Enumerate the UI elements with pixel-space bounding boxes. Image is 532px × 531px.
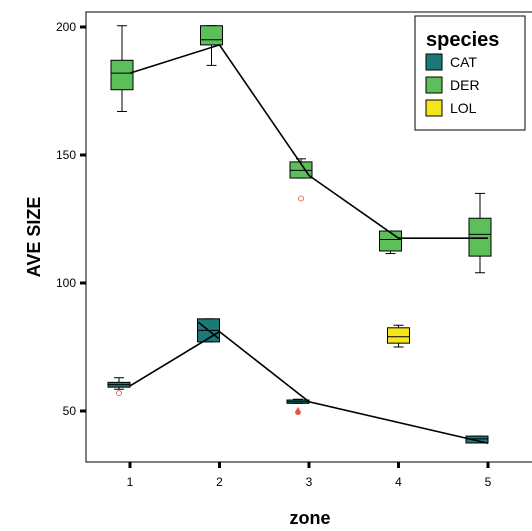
y-axis-title: AVE SIZE bbox=[24, 197, 44, 278]
outlier-marker bbox=[116, 390, 122, 396]
box-der bbox=[200, 25, 223, 46]
legend-label-der: DER bbox=[450, 77, 480, 93]
outlier-marker bbox=[295, 407, 301, 415]
mean-line-der bbox=[129, 43, 488, 239]
outliers-layer bbox=[116, 195, 304, 415]
x-tick-label: 4 bbox=[395, 475, 402, 489]
y-tick-label: 200 bbox=[56, 20, 76, 34]
box-der bbox=[379, 230, 402, 252]
y-tick-label: 100 bbox=[56, 276, 76, 290]
legend: species CAT DER LOL bbox=[414, 15, 526, 131]
mean-line-cat bbox=[129, 330, 489, 445]
axes-layer: 50 100 150 200 1 2 3 4 5 bbox=[56, 20, 492, 489]
mean-cross-marker bbox=[198, 321, 219, 339]
legend-swatch-lol bbox=[425, 99, 443, 117]
outlier-marker bbox=[298, 195, 304, 202]
legend-label-lol: LOL bbox=[450, 100, 477, 116]
legend-title: species bbox=[426, 29, 499, 51]
box-lol bbox=[387, 327, 410, 344]
box-der bbox=[110, 59, 134, 91]
box-der bbox=[468, 217, 492, 257]
x-tick-label: 5 bbox=[485, 475, 492, 489]
x-tick-label: 1 bbox=[127, 475, 134, 489]
legend-swatch-der bbox=[425, 76, 443, 94]
x-tick-label: 2 bbox=[216, 475, 223, 489]
mean-lines-layer bbox=[129, 43, 489, 445]
legend-label-cat: CAT bbox=[450, 54, 477, 70]
x-axis-title: zone bbox=[289, 508, 330, 528]
box-cat bbox=[465, 435, 489, 444]
y-tick-label: 150 bbox=[56, 148, 76, 162]
x-tick-label: 3 bbox=[306, 475, 313, 489]
legend-swatch-cat bbox=[425, 53, 443, 71]
y-tick-label: 50 bbox=[63, 404, 77, 418]
